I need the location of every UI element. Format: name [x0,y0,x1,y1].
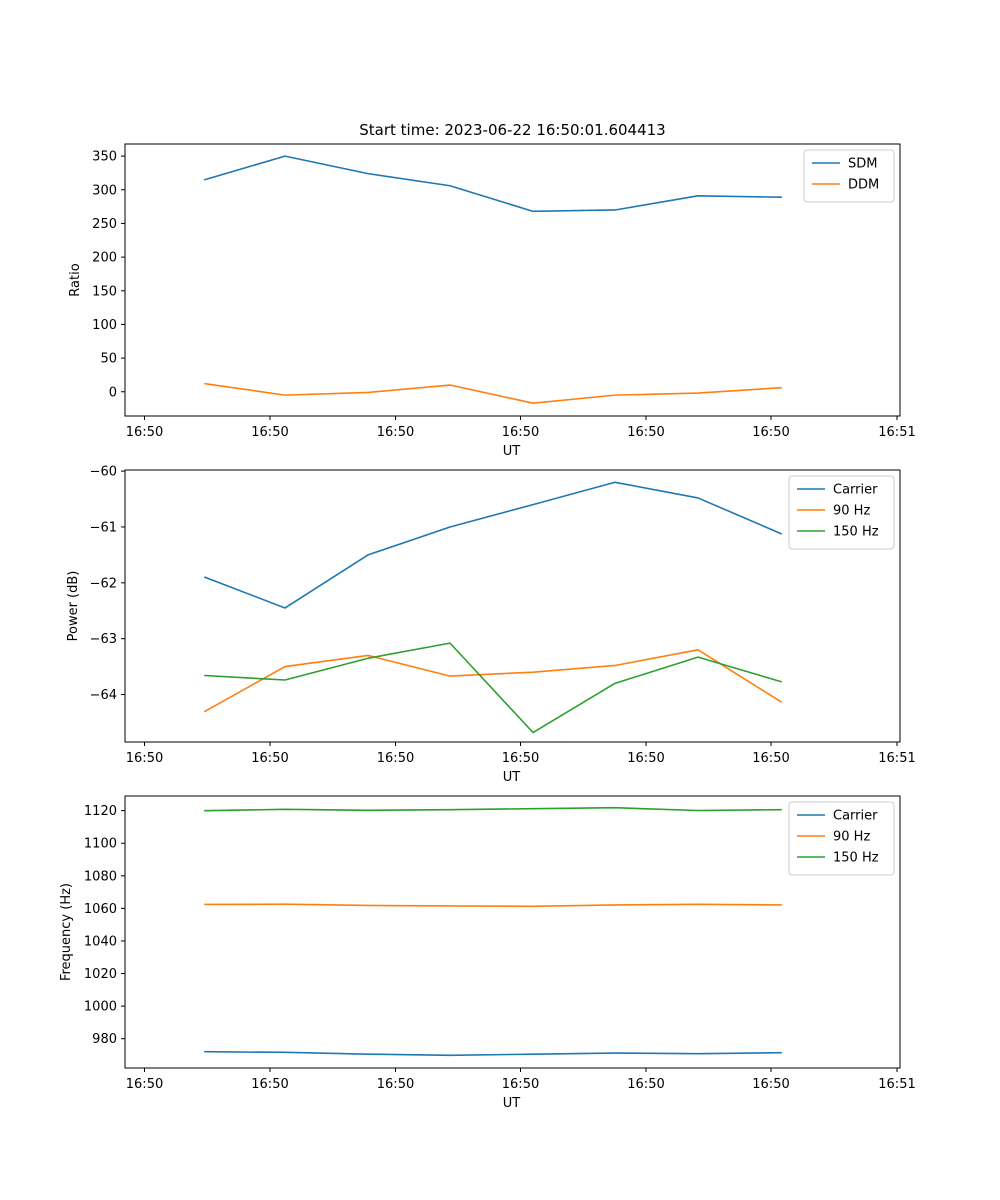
y-tick-label: −64 [90,688,117,703]
y-tick-label: −63 [90,632,117,647]
x-tick-label: 16:50 [251,751,288,766]
x-axis-label: UT [503,444,521,459]
y-tick-label: 1080 [84,869,117,884]
legend-entry: Carrier [833,809,878,824]
series-line-carrier [203,481,783,609]
y-tick-label: 1000 [84,1000,117,1015]
series-line-sdm [204,155,782,213]
x-tick-label: 16:50 [502,1077,539,1092]
x-tick-label: 16:50 [126,751,163,766]
series-line-90-hz [204,903,782,908]
y-axis-label: Power (dB) [66,571,81,642]
y-tick-label: 1020 [84,967,117,982]
y-tick-label: 50 [100,352,117,367]
y-tick-label: 980 [92,1032,117,1047]
x-tick-label: 16:51 [878,425,915,440]
legend: Carrier 90 Hz 150 Hz [788,801,895,876]
legend-entry: 150 Hz [833,851,879,866]
chart-panel-3: 16:50 16:50 16:50 16:50 16:50 16:50 16:51 980 10… [59,795,916,1111]
y-tick-label: −62 [90,576,117,591]
x-tick-label: 16:50 [377,1077,414,1092]
y-tick-label: 350 [92,150,117,165]
x-tick-label: 16:50 [502,425,539,440]
series-line-90-hz [203,649,783,713]
x-tick-label: 16:50 [377,751,414,766]
y-tick-label: 100 [92,318,117,333]
y-tick-label: 1040 [84,934,117,949]
y-axis-label: Ratio [68,263,83,296]
x-tick-label: 16:51 [878,751,915,766]
legend-entry: 90 Hz [833,830,870,845]
x-tick-label: 16:50 [126,425,163,440]
y-tick-label: 300 [92,183,117,198]
legend-entry: DDM [848,178,879,193]
x-tick-label: 16:50 [126,1077,163,1092]
chart-panel-1: Start time: 2023-06-22 16:50:01.604413 16… [68,121,916,459]
y-tick-label: −60 [90,465,117,480]
legend-entry: Carrier [833,483,878,498]
x-tick-label: 16:50 [752,751,789,766]
x-tick-label: 16:50 [627,425,664,440]
y-tick-label: 1060 [84,902,117,917]
x-tick-label: 16:50 [627,751,664,766]
y-tick-label: 1100 [84,837,117,852]
x-axis-label: UT [503,770,521,785]
chart-layer: Start time: 2023-06-22 16:50:01.604413 16… [59,121,916,1111]
x-tick-label: 16:50 [752,1077,789,1092]
axes-frame [124,795,901,1069]
x-tick-label: 16:50 [627,1077,664,1092]
x-tick-label: 16:50 [251,425,288,440]
legend: SDM DDM [803,149,895,203]
x-tick-label: 16:50 [377,425,414,440]
chart-title: Start time: 2023-06-22 16:50:01.604413 [359,121,665,139]
y-tick-label: −61 [90,520,117,535]
y-tick-label: 0 [109,385,117,400]
y-axis-label: Frequency (Hz) [59,883,74,981]
x-tick-label: 16:50 [752,425,789,440]
y-tick-label: 150 [92,284,117,299]
series-line-ddm [204,382,782,405]
x-tick-label: 16:50 [251,1077,288,1092]
axes-frame [124,143,901,417]
x-tick-label: 16:50 [502,751,539,766]
y-tick-label: 200 [92,251,117,266]
axes-frame [124,469,901,743]
y-tick-label: 250 [92,217,117,232]
legend-entry: 150 Hz [833,525,879,540]
series-line-carrier [204,1050,782,1057]
legend-entry: SDM [848,157,877,172]
legend: Carrier 90 Hz 150 Hz [788,475,895,550]
x-tick-label: 16:51 [878,1077,915,1092]
chart-panel-2: 16:50 16:50 16:50 16:50 16:50 16:50 16:51 −64 −6… [66,465,916,785]
x-axis-label: UT [503,1096,521,1111]
series-line-150-hz [204,806,782,812]
legend-entry: 90 Hz [833,504,870,519]
y-tick-label: 1120 [84,804,117,819]
series-line-150-hz [204,642,782,734]
